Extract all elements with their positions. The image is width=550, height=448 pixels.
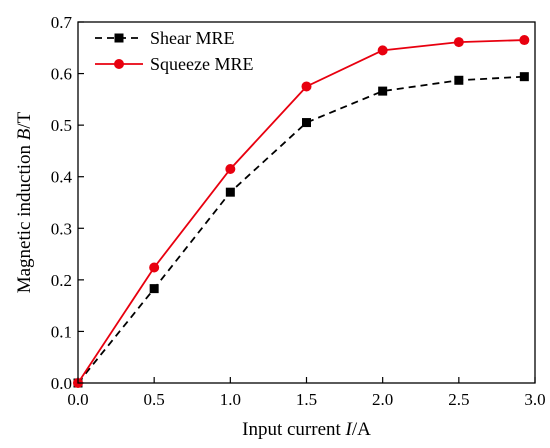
series-layer (73, 35, 530, 388)
legend-squeeze-marker (114, 59, 124, 69)
x-tick-label: 2.0 (372, 390, 393, 409)
x-axis-title: Input current I/A (242, 419, 371, 440)
data-point-shear (519, 72, 529, 82)
y-axis-ticks: 0.0 0.1 0.2 0.3 0.4 0.5 0.6 0.7 (51, 13, 84, 393)
data-point-squeeze (301, 81, 312, 92)
plot-frame (77, 21, 536, 384)
data-point-shear (149, 284, 159, 294)
data-point-shear (225, 187, 235, 197)
data-point-shear (378, 86, 388, 96)
y-tick-label: 0.1 (51, 322, 72, 341)
y-tick-label: 0.6 (51, 65, 72, 84)
series-line-shear (77, 75, 525, 384)
data-point-shear (454, 75, 464, 85)
legend-shear-marker (114, 33, 124, 43)
x-axis-ticks: 0.0 0.5 1.0 1.5 2.0 2.5 3.0 (67, 377, 546, 409)
data-point-squeeze (519, 35, 530, 46)
data-point-squeeze (377, 45, 388, 56)
y-tick-label: 0.7 (51, 13, 73, 32)
y-tick-label: 0.2 (51, 271, 72, 290)
data-point-squeeze (453, 37, 464, 48)
legend: Shear MRE Squeeze MRE (95, 28, 253, 74)
x-tick-label: 3.0 (524, 390, 545, 409)
y-axis-title: Magnetic induction B/T (14, 111, 35, 293)
data-point-shear (302, 118, 311, 128)
x-tick-label: 0.5 (144, 390, 165, 409)
legend-squeeze-label: Squeeze MRE (150, 54, 253, 74)
series-line-squeeze (77, 39, 525, 384)
y-tick-label: 0.5 (51, 116, 72, 135)
x-tick-label: 1.0 (220, 390, 241, 409)
x-tick-label: 2.5 (448, 390, 469, 409)
legend-entry-squeeze: Squeeze MRE (95, 54, 253, 74)
x-tick-label: 1.5 (296, 390, 317, 409)
legend-entry-shear: Shear MRE (95, 28, 235, 48)
y-tick-label: 0.4 (51, 168, 73, 187)
legend-shear-label: Shear MRE (150, 28, 235, 48)
data-point-squeeze (225, 163, 236, 174)
y-tick-label: 0.0 (51, 374, 72, 393)
data-point-squeeze (149, 262, 160, 273)
x-tick-label: 0.0 (67, 390, 88, 409)
y-tick-label: 0.3 (51, 219, 72, 238)
